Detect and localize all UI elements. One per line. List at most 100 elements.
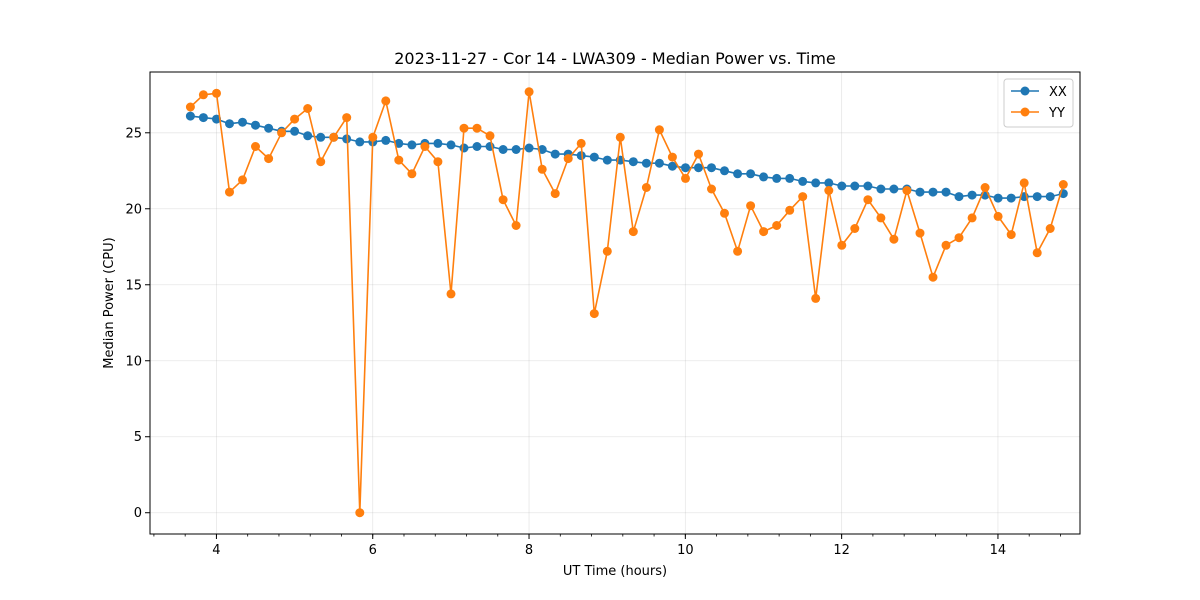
- data-point-xx: [355, 137, 365, 147]
- legend-label-yy: YY: [1048, 106, 1065, 121]
- data-point-xx: [264, 123, 274, 133]
- data-point-xx: [681, 163, 690, 173]
- data-point-yy: [433, 157, 443, 167]
- data-point-xx: [498, 145, 508, 154]
- data-point-xx: [407, 140, 417, 150]
- plot-area-frame: [149, 71, 1081, 535]
- data-point-yy: [681, 173, 690, 183]
- data-point-xx: [876, 184, 886, 194]
- data-point-yy: [472, 123, 482, 133]
- data-point-xx: [1006, 193, 1016, 203]
- data-point-xx: [446, 140, 456, 150]
- legend-marker-yy: [1020, 107, 1030, 117]
- legend: XX YY: [1003, 78, 1074, 128]
- data-point-yy: [563, 154, 573, 164]
- data-point-xx: [212, 114, 221, 124]
- x-tick-label: 8: [525, 543, 533, 558]
- series-group: [185, 87, 1068, 518]
- data-point-xx: [472, 142, 482, 151]
- data-point-xx: [1032, 192, 1042, 202]
- data-point-xx: [628, 157, 638, 167]
- data-point-yy: [824, 186, 834, 195]
- data-point-xx: [225, 119, 234, 129]
- data-point-xx: [290, 126, 300, 136]
- data-point-yy: [954, 233, 964, 243]
- data-point-xx: [850, 181, 860, 191]
- data-point-yy: [537, 164, 547, 174]
- data-point-yy: [889, 234, 899, 244]
- x-axis-label: UT Time (hours): [563, 564, 667, 579]
- data-point-yy: [485, 131, 495, 141]
- data-point-yy: [602, 246, 612, 256]
- data-point-xx: [303, 131, 313, 141]
- data-point-xx: [589, 152, 599, 162]
- data-point-yy: [850, 224, 860, 233]
- data-point-yy: [837, 240, 847, 250]
- data-point-yy: [407, 169, 417, 179]
- data-point-yy: [733, 246, 743, 256]
- data-point-yy: [459, 123, 469, 133]
- data-point-yy: [746, 201, 756, 211]
- data-point-xx: [394, 138, 404, 148]
- data-point-yy: [576, 138, 586, 148]
- data-point-xx: [707, 163, 716, 173]
- data-point-yy: [251, 142, 260, 151]
- data-point-yy: [355, 508, 365, 518]
- data-point-yy: [511, 221, 521, 230]
- x-tick-label: 10: [677, 543, 694, 558]
- data-point-yy: [628, 227, 638, 237]
- data-point-xx: [889, 184, 899, 194]
- data-point-yy: [967, 213, 977, 223]
- data-point-yy: [876, 213, 886, 223]
- data-point-yy: [785, 205, 795, 215]
- data-point-yy: [589, 309, 599, 319]
- data-point-xx: [746, 169, 756, 179]
- data-point-yy: [798, 192, 808, 202]
- y-tick-label: 10: [125, 354, 142, 369]
- data-point-yy: [198, 90, 208, 100]
- data-point-xx: [185, 111, 195, 121]
- data-point-yy: [420, 142, 430, 151]
- data-point-yy: [863, 195, 873, 205]
- data-point-xx: [641, 158, 651, 168]
- y-tick-label: 0: [134, 506, 142, 521]
- data-point-xx: [1045, 192, 1055, 202]
- data-point-yy: [329, 132, 339, 142]
- data-point-xx: [733, 169, 743, 179]
- data-point-xx: [967, 190, 977, 200]
- y-tick-label: 15: [125, 278, 142, 293]
- data-point-yy: [980, 183, 990, 192]
- data-point-xx: [511, 145, 521, 154]
- data-point-xx: [198, 113, 208, 123]
- data-point-xx: [654, 158, 664, 168]
- data-point-yy: [212, 88, 221, 98]
- data-point-yy: [694, 149, 703, 159]
- data-point-xx: [798, 176, 808, 186]
- data-point-xx: [316, 132, 326, 142]
- data-point-yy: [1058, 180, 1068, 189]
- x-tick-label: 14: [990, 543, 1007, 558]
- legend-label-xx: XX: [1049, 85, 1067, 100]
- data-point-yy: [615, 132, 625, 142]
- data-point-xx: [928, 187, 938, 197]
- data-point-yy: [915, 228, 925, 238]
- data-point-yy: [550, 189, 560, 199]
- data-point-xx: [941, 187, 951, 197]
- data-point-yy: [225, 187, 234, 197]
- chart-title: 2023-11-27 - Cor 14 - LWA309 - Median Po…: [394, 49, 836, 68]
- data-point-yy: [707, 184, 716, 194]
- data-point-xx: [602, 155, 612, 165]
- data-point-yy: [342, 113, 352, 123]
- data-point-yy: [498, 195, 508, 205]
- data-point-yy: [667, 152, 677, 162]
- data-point-xx: [381, 135, 391, 145]
- data-point-xx: [759, 172, 769, 182]
- data-point-yy: [238, 175, 247, 185]
- data-point-yy: [394, 155, 404, 165]
- data-point-xx: [238, 117, 247, 127]
- data-point-yy: [264, 154, 274, 164]
- data-point-yy: [928, 272, 938, 282]
- data-point-yy: [381, 96, 391, 106]
- data-point-xx: [524, 143, 534, 153]
